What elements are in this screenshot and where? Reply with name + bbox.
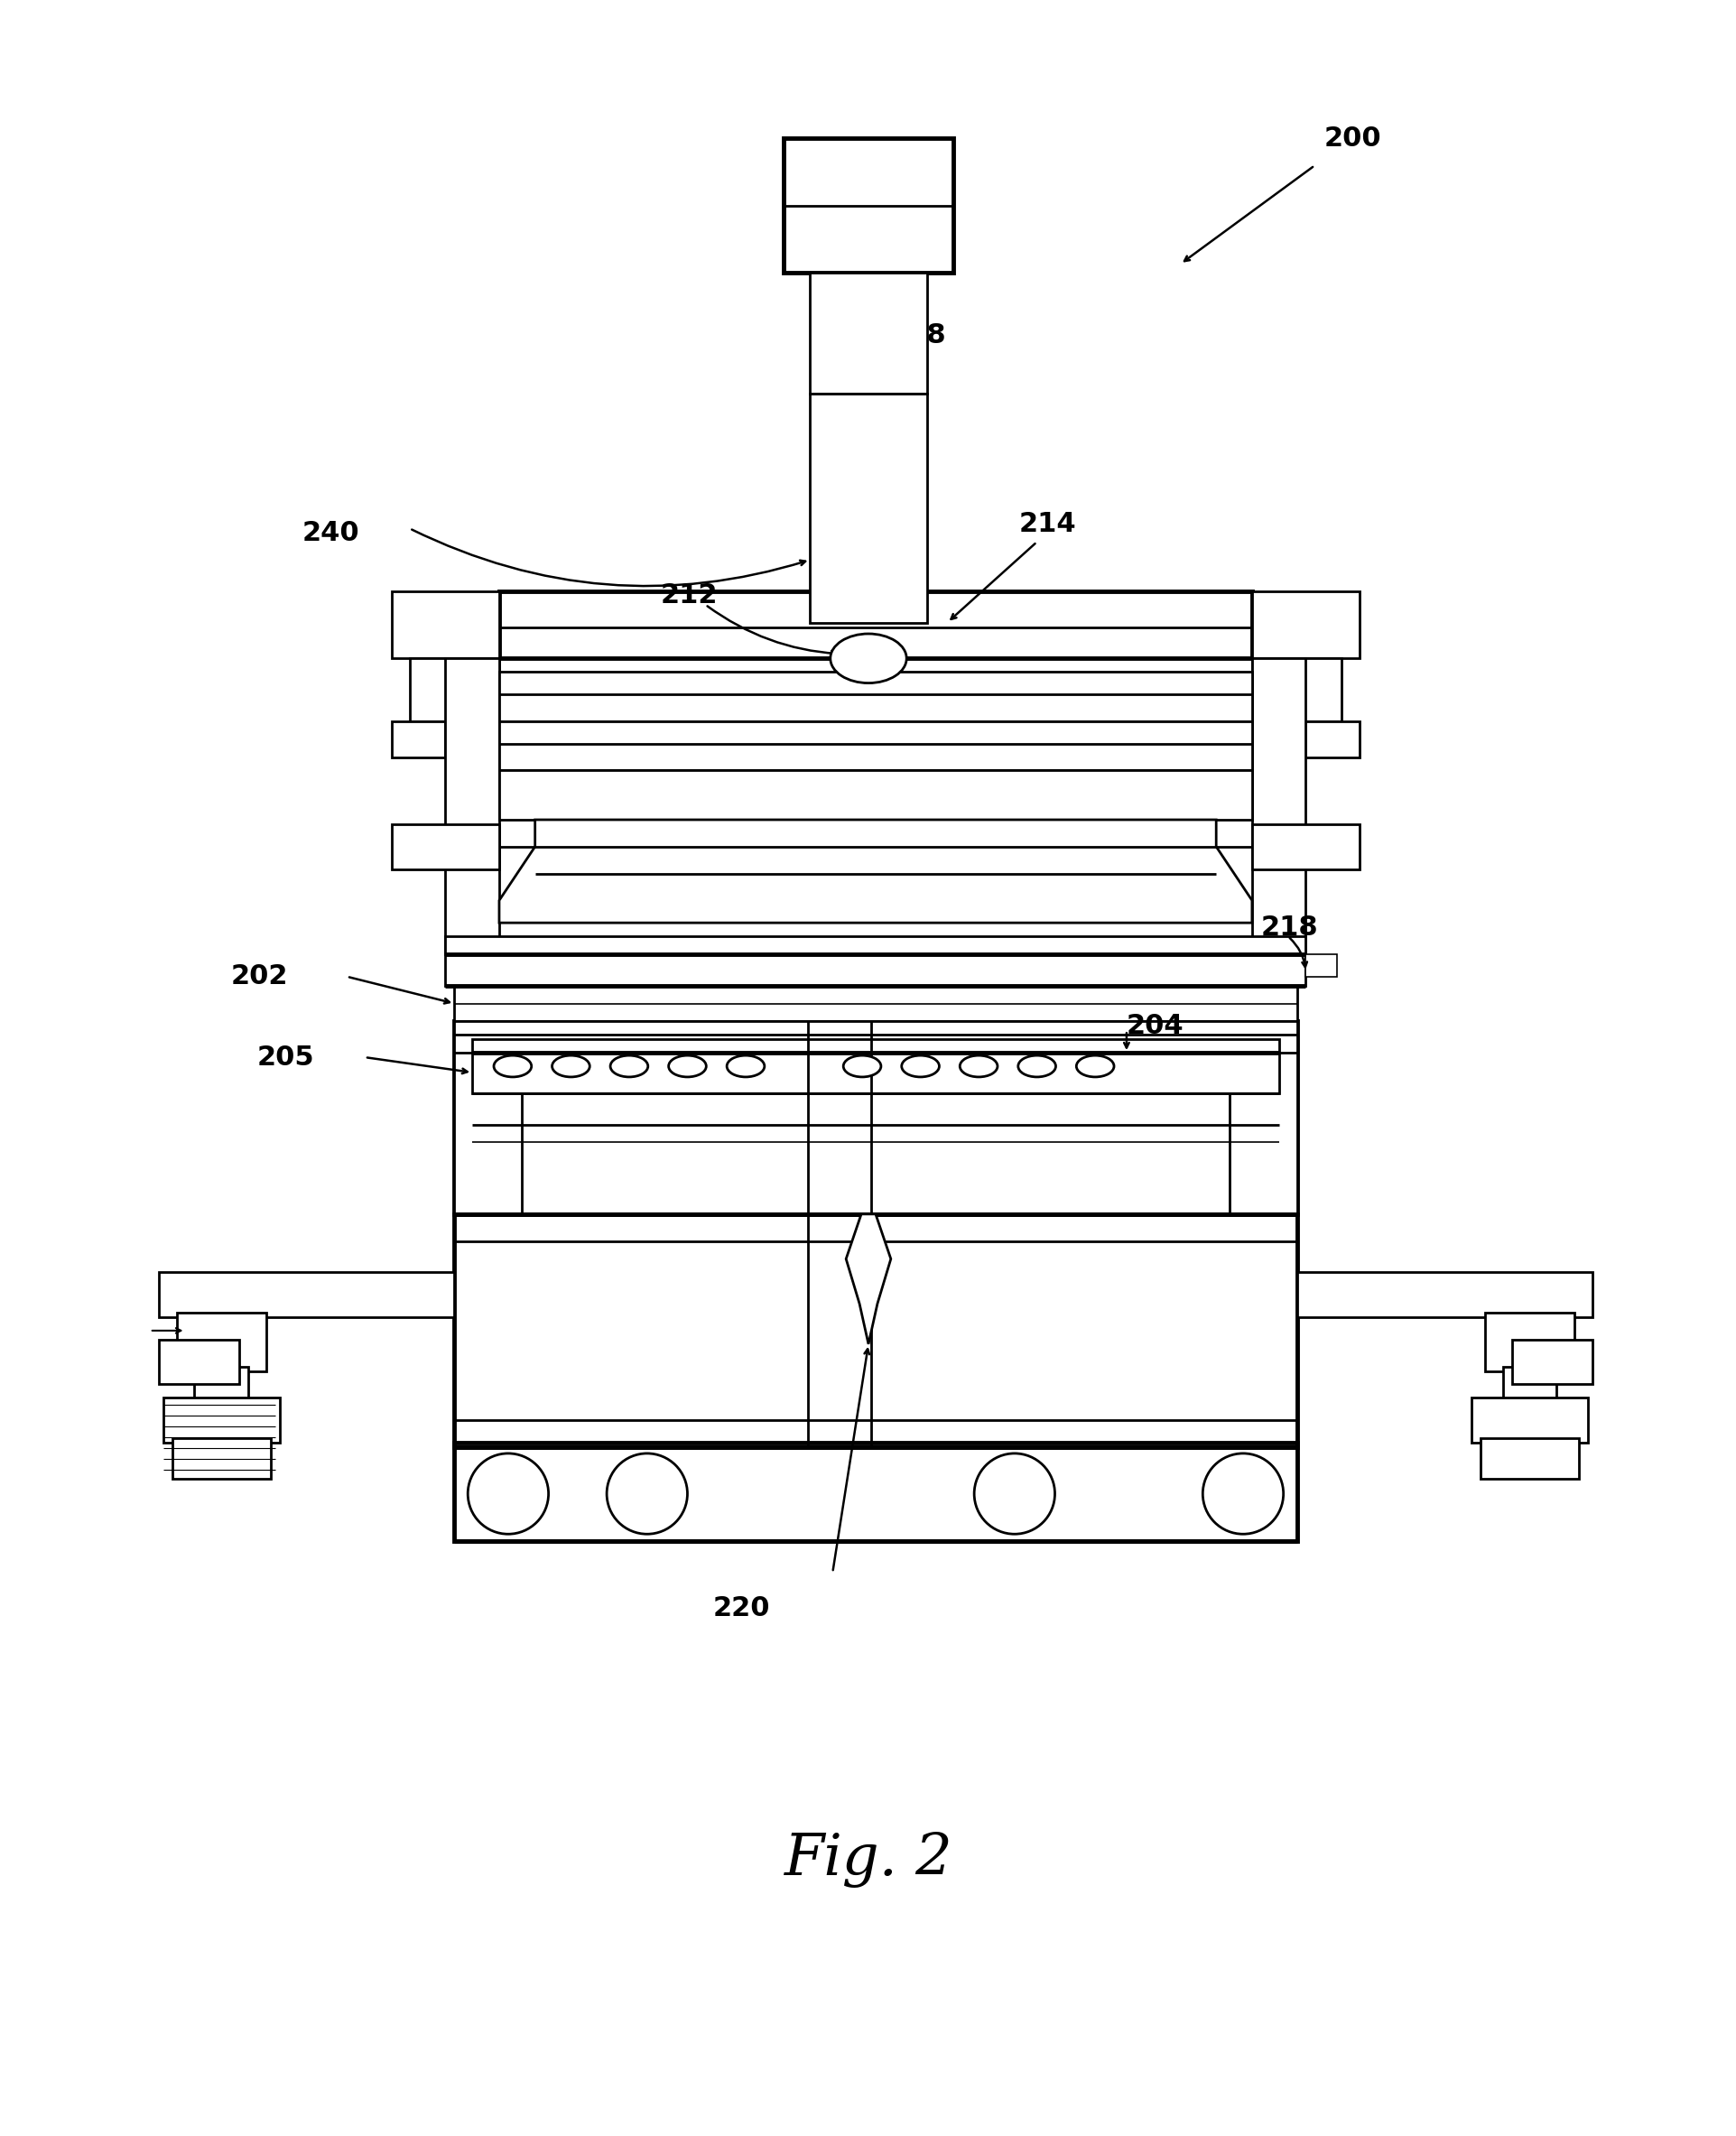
Bar — [455, 1021, 521, 1446]
Bar — [194, 1367, 248, 1403]
Bar — [391, 722, 444, 756]
Ellipse shape — [726, 1055, 764, 1077]
Bar — [172, 1438, 271, 1478]
Ellipse shape — [830, 634, 906, 684]
Bar — [809, 393, 927, 622]
Text: Fig. 2: Fig. 2 — [783, 1831, 953, 1888]
Bar — [391, 592, 498, 658]
Bar — [391, 824, 498, 869]
Bar — [455, 985, 1297, 1021]
Bar — [1229, 1021, 1297, 1446]
Circle shape — [467, 1452, 549, 1534]
Bar — [158, 1339, 240, 1384]
Bar — [783, 139, 953, 273]
Text: 240: 240 — [302, 519, 359, 547]
Bar — [1510, 1339, 1592, 1384]
Ellipse shape — [609, 1055, 648, 1077]
Bar — [455, 1021, 1297, 1053]
Ellipse shape — [1076, 1055, 1113, 1077]
Circle shape — [974, 1452, 1054, 1534]
Ellipse shape — [901, 1055, 939, 1077]
Bar — [455, 1213, 1297, 1446]
Text: 205: 205 — [257, 1045, 314, 1070]
Bar — [455, 1021, 1297, 1213]
Text: 220: 220 — [712, 1596, 769, 1621]
Bar — [455, 1442, 1297, 1542]
Bar — [498, 722, 1252, 771]
Text: 208: 208 — [889, 323, 946, 348]
Polygon shape — [845, 1213, 891, 1344]
Circle shape — [606, 1452, 687, 1534]
Ellipse shape — [844, 1055, 880, 1077]
Ellipse shape — [668, 1055, 707, 1077]
Text: 202: 202 — [231, 963, 288, 989]
Bar — [444, 936, 1305, 985]
Ellipse shape — [960, 1055, 996, 1077]
Bar — [472, 1040, 1278, 1094]
Bar — [444, 658, 498, 955]
Text: 200: 200 — [1323, 126, 1380, 152]
Bar — [410, 658, 498, 722]
Text: 218: 218 — [1260, 914, 1318, 940]
Ellipse shape — [1017, 1055, 1055, 1077]
Text: 212: 212 — [660, 583, 717, 609]
Bar — [498, 771, 1252, 820]
Bar — [1484, 1314, 1575, 1371]
Bar — [1305, 722, 1359, 756]
Bar — [498, 592, 1252, 658]
Bar — [177, 1314, 266, 1371]
Ellipse shape — [493, 1055, 531, 1077]
Bar — [809, 273, 927, 393]
Bar — [1305, 955, 1337, 976]
Bar — [163, 1397, 279, 1442]
Bar — [158, 1273, 455, 1318]
Ellipse shape — [552, 1055, 590, 1077]
Text: 206: 206 — [889, 171, 946, 197]
Bar — [1479, 1438, 1578, 1478]
Circle shape — [1201, 1452, 1283, 1534]
Bar — [1252, 592, 1359, 658]
Bar — [1252, 824, 1359, 869]
Bar — [1252, 658, 1305, 955]
Bar — [498, 673, 1252, 722]
Bar — [1297, 1273, 1592, 1318]
Bar — [1470, 1397, 1587, 1442]
Text: 204: 204 — [1127, 1012, 1184, 1038]
Polygon shape — [498, 820, 1252, 923]
Bar — [1502, 1367, 1555, 1403]
Bar — [1252, 658, 1340, 722]
Text: 214: 214 — [1019, 511, 1076, 536]
